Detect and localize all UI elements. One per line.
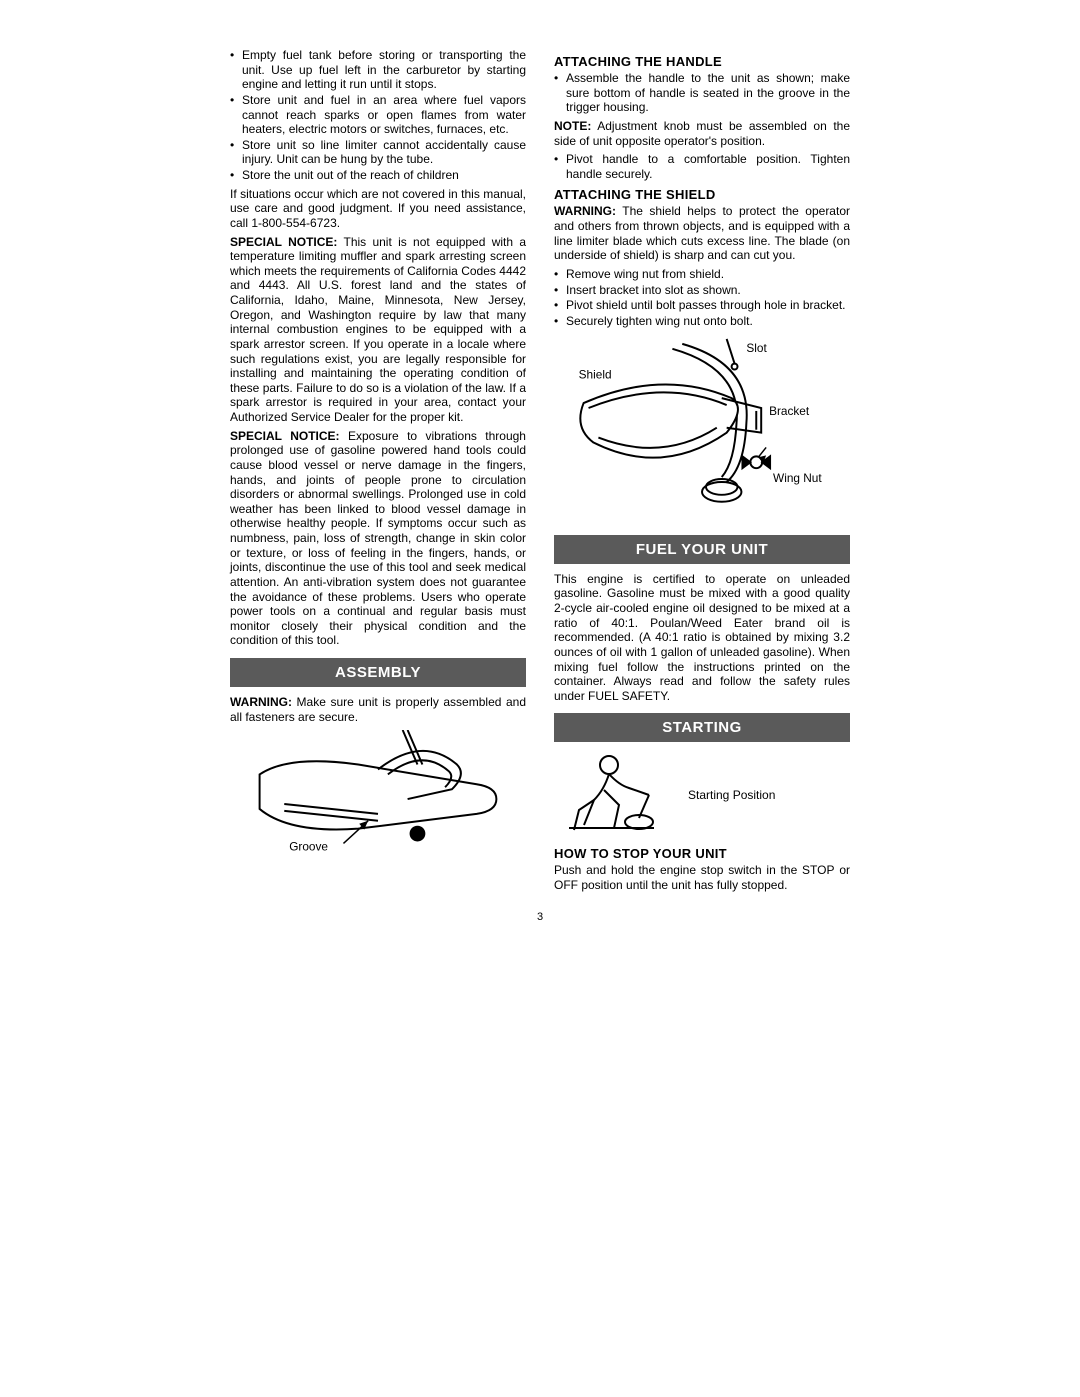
assembly-warning: WARNING: Make sure unit is properly asse… bbox=[230, 695, 526, 724]
warning-lead: WARNING: bbox=[230, 695, 292, 709]
stop-body-2: or bbox=[835, 863, 850, 877]
special-notice-2: SPECIAL NOTICE: Exposure to vibrations t… bbox=[230, 429, 526, 648]
starting-diagram: Starting Position bbox=[554, 750, 850, 840]
attach-shield-heading: ATTACHING THE SHIELD bbox=[554, 187, 850, 202]
stop-body-3: position until the unit has fully stoppe… bbox=[578, 878, 787, 892]
special-notice-body: This unit is not equipped with a tempera… bbox=[230, 235, 526, 425]
note-body: Adjustment knob must be assembled on the… bbox=[554, 119, 850, 148]
list-item: Store unit so line limiter cannot accide… bbox=[230, 138, 526, 167]
right-column: ATTACHING THE HANDLE Assemble the handle… bbox=[554, 48, 850, 897]
special-notice-body: Exposure to vibrations through prolonged… bbox=[230, 429, 526, 648]
list-item: Store the unit out of the reach of child… bbox=[230, 168, 526, 183]
adjustment-note: NOTE: Adjustment knob must be assembled … bbox=[554, 119, 850, 148]
warning-lead: WARNING: bbox=[554, 204, 616, 218]
list-item: Pivot shield until bolt passes through h… bbox=[554, 298, 850, 313]
special-notice-1: SPECIAL NOTICE: This unit is not equippe… bbox=[230, 235, 526, 425]
slot-label: Slot bbox=[746, 341, 767, 355]
stop-body-1: Push and hold the engine stop switch in … bbox=[554, 863, 802, 877]
attach-handle-heading: ATTACHING THE HANDLE bbox=[554, 54, 850, 69]
list-item: Securely tighten wing nut onto bolt. bbox=[554, 314, 850, 329]
groove-illustration-icon: Groove bbox=[230, 730, 526, 858]
assembly-section-bar: ASSEMBLY bbox=[230, 658, 526, 687]
list-item: Remove wing nut from shield. bbox=[554, 267, 850, 282]
attach-handle-bullets: Assemble the handle to the unit as shown… bbox=[554, 71, 850, 115]
fuel-section-bar: FUEL YOUR UNIT bbox=[554, 535, 850, 564]
situations-text: If situations occur which are not covere… bbox=[230, 187, 526, 231]
list-item: Pivot handle to a comfortable position. … bbox=[554, 152, 850, 181]
stop-heading: HOW TO STOP YOUR UNIT bbox=[554, 846, 850, 861]
handle-groove-diagram: Groove bbox=[230, 730, 526, 861]
wing-nut-label: Wing Nut bbox=[773, 471, 822, 485]
shield-label: Shield bbox=[579, 368, 612, 382]
special-notice-lead: SPECIAL NOTICE: bbox=[230, 235, 337, 249]
list-item: Assemble the handle to the unit as shown… bbox=[554, 71, 850, 115]
groove-label: Groove bbox=[289, 840, 328, 854]
shield-bullets: Remove wing nut from shield. Insert brac… bbox=[554, 267, 850, 329]
fuel-body: This engine is certified to operate on u… bbox=[554, 572, 850, 703]
storage-bullets: Empty fuel tank before storing or transp… bbox=[230, 48, 526, 183]
page-number: 3 bbox=[230, 911, 850, 923]
stop-text: Push and hold the engine stop switch in … bbox=[554, 863, 850, 892]
list-item: Empty fuel tank before storing or transp… bbox=[230, 48, 526, 92]
starting-position-icon bbox=[554, 750, 674, 840]
shield-illustration-icon: Shield Slot Bracket Wing Nut bbox=[554, 334, 850, 521]
off-word: OFF bbox=[554, 878, 578, 892]
pivot-bullets: Pivot handle to a comfortable position. … bbox=[554, 152, 850, 181]
list-item: Insert bracket into slot as shown. bbox=[554, 283, 850, 298]
list-item: Store unit and fuel in an area where fue… bbox=[230, 93, 526, 137]
fuel-text: This engine is certified to operate on u… bbox=[554, 572, 850, 704]
fuel-safety-ref: FUEL SAFETY. bbox=[588, 689, 670, 703]
starting-section-bar: STARTING bbox=[554, 713, 850, 742]
note-lead: NOTE: bbox=[554, 119, 591, 133]
shield-diagram: Shield Slot Bracket Wing Nut bbox=[554, 334, 850, 524]
manual-page: Empty fuel tank before storing or transp… bbox=[230, 48, 850, 897]
bracket-label: Bracket bbox=[769, 404, 810, 418]
starting-position-label: Starting Position bbox=[688, 788, 775, 802]
left-column: Empty fuel tank before storing or transp… bbox=[230, 48, 526, 897]
special-notice-lead: SPECIAL NOTICE: bbox=[230, 429, 340, 443]
stop-word: STOP bbox=[802, 863, 834, 877]
shield-warning: WARNING: The shield helps to protect the… bbox=[554, 204, 850, 263]
